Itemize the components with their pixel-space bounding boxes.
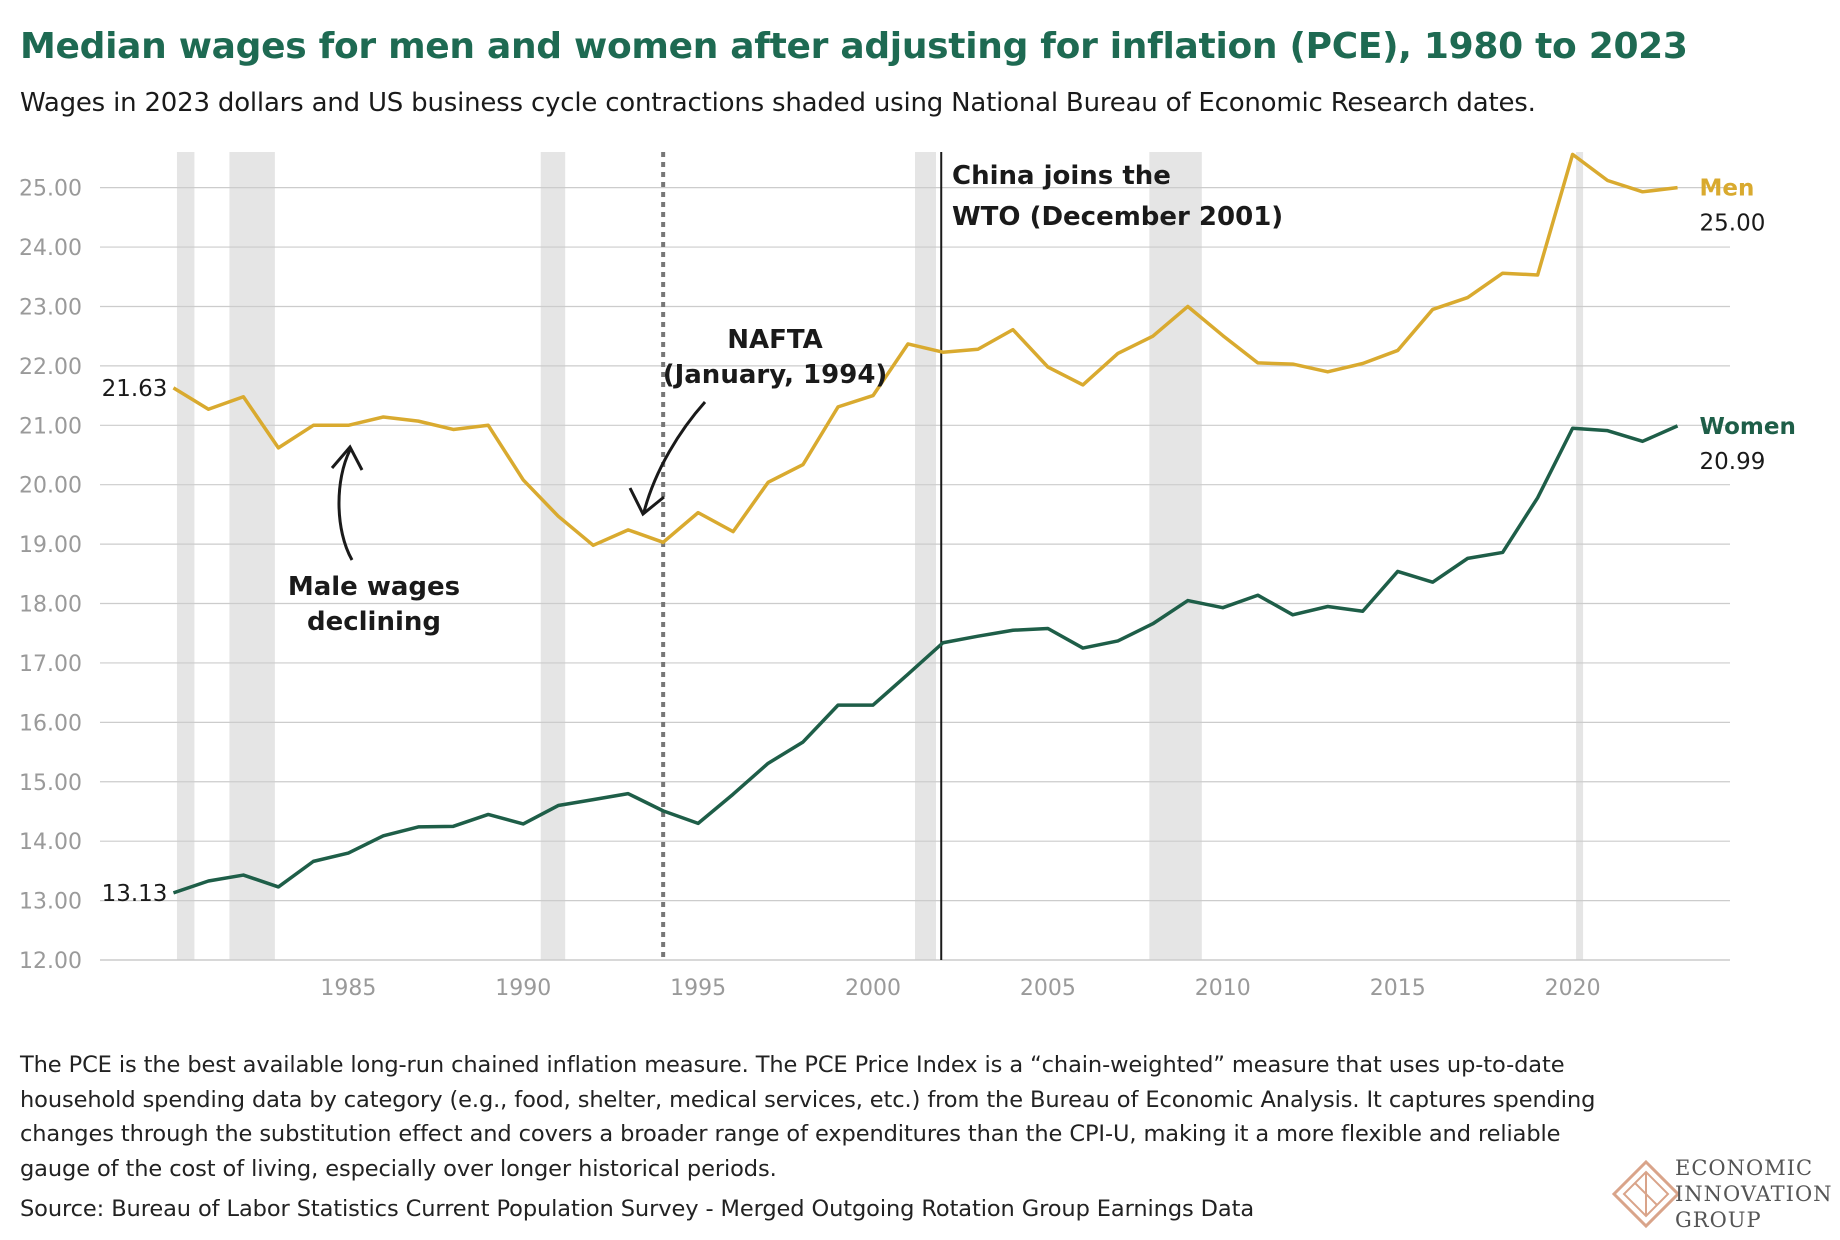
- male-wages-annotation-line2: declining: [307, 607, 441, 637]
- x-tick-label: 1990: [495, 976, 551, 1001]
- eig-logo-icon: [1611, 1159, 1681, 1229]
- recession-band: [176, 152, 195, 960]
- x-tick-label: 2000: [845, 976, 901, 1001]
- logo-line-2: INNOVATION: [1675, 1182, 1833, 1206]
- y-tick-label: 23.00: [19, 295, 82, 320]
- y-tick-label: 18.00: [19, 593, 82, 618]
- series-name-label-women: Women: [1700, 414, 1796, 440]
- nafta-arrow-icon: [642, 401, 707, 513]
- footnote: The PCE is the best available long-run c…: [20, 1052, 1596, 1182]
- logo-wordmark: ECONOMIC INNOVATION GROUP: [1675, 1155, 1833, 1233]
- x-tick-label: 1985: [320, 976, 376, 1001]
- series-end-value-men: 25.00: [1700, 211, 1766, 237]
- source-note: Source: Bureau of Labor Statistics Curre…: [20, 1196, 1255, 1222]
- recession-band: [540, 152, 566, 960]
- series-end-value-women: 20.99: [1700, 449, 1766, 475]
- y-tick-label: 17.00: [19, 652, 82, 677]
- series-name-label-men: Men: [1700, 176, 1755, 202]
- series-lines: [172, 152, 1679, 895]
- y-tick-label: 12.00: [19, 949, 82, 974]
- series-line-men: [172, 152, 1678, 548]
- recession-bands: [176, 152, 1584, 960]
- nafta-annotation-line1: NAFTA: [727, 325, 822, 355]
- chart-title: Median wages for men and women after adj…: [20, 26, 1688, 67]
- recession-band: [915, 152, 936, 960]
- y-tick-label: 21.00: [19, 414, 82, 439]
- x-tick-label: 1995: [670, 976, 726, 1001]
- series-start-value-women: 13.13: [102, 881, 168, 907]
- series-labels: Men 25.00 21.63 Women 20.99 13.13: [102, 176, 1796, 907]
- annotations: NAFTA (January, 1994) China joins the WT…: [288, 161, 1283, 637]
- y-tick-label: 15.00: [19, 771, 82, 796]
- nafta-annotation-line2: (January, 1994): [663, 360, 888, 390]
- series-start-value-men: 21.63: [102, 376, 168, 402]
- chart-subtitle: Wages in 2023 dollars and US business cy…: [20, 88, 1536, 118]
- x-tick-label: 2020: [1545, 976, 1601, 1001]
- series-line-women: [172, 424, 1679, 895]
- y-axis-ticks: 12.00 13.00 14.00 15.00 16.00 17.00 18.00 19.00…: [19, 177, 82, 974]
- y-tick-label: 14.00: [19, 830, 82, 855]
- line-chart: 12.00 13.00 14.00 15.00 16.00 17.00 18.00 19.00…: [19, 152, 1796, 1001]
- x-axis-ticks: 1985 1990 1995 2000 2005 2010 2015 2020: [320, 976, 1600, 1001]
- x-tick-label: 2010: [1195, 976, 1251, 1001]
- logo-line-1: ECONOMIC: [1675, 1156, 1814, 1180]
- male-wages-annotation-line1: Male wages: [288, 572, 460, 602]
- male-wages-arrow-icon: [337, 449, 354, 561]
- y-tick-label: 24.00: [19, 236, 82, 261]
- recession-band: [1576, 152, 1584, 960]
- event-lines: [661, 152, 943, 960]
- nafta-arrowhead-icon: [628, 487, 665, 517]
- x-tick-label: 2015: [1370, 976, 1426, 1001]
- grid-lines: [100, 187, 1730, 961]
- y-tick-label: 16.00: [19, 711, 82, 736]
- y-tick-label: 20.00: [19, 474, 82, 499]
- y-tick-label: 25.00: [19, 177, 82, 202]
- y-tick-label: 22.00: [19, 355, 82, 380]
- recession-band: [229, 152, 275, 960]
- male-wages-arrowhead-icon: [330, 444, 364, 471]
- y-tick-label: 19.00: [19, 533, 82, 558]
- logo-line-3: GROUP: [1675, 1208, 1762, 1232]
- wto-annotation-line2: WTO (December 2001): [952, 202, 1283, 232]
- recession-band: [1149, 152, 1202, 960]
- wto-annotation-line1: China joins the: [952, 161, 1171, 191]
- y-tick-label: 13.00: [19, 890, 82, 915]
- x-tick-label: 2005: [1020, 976, 1076, 1001]
